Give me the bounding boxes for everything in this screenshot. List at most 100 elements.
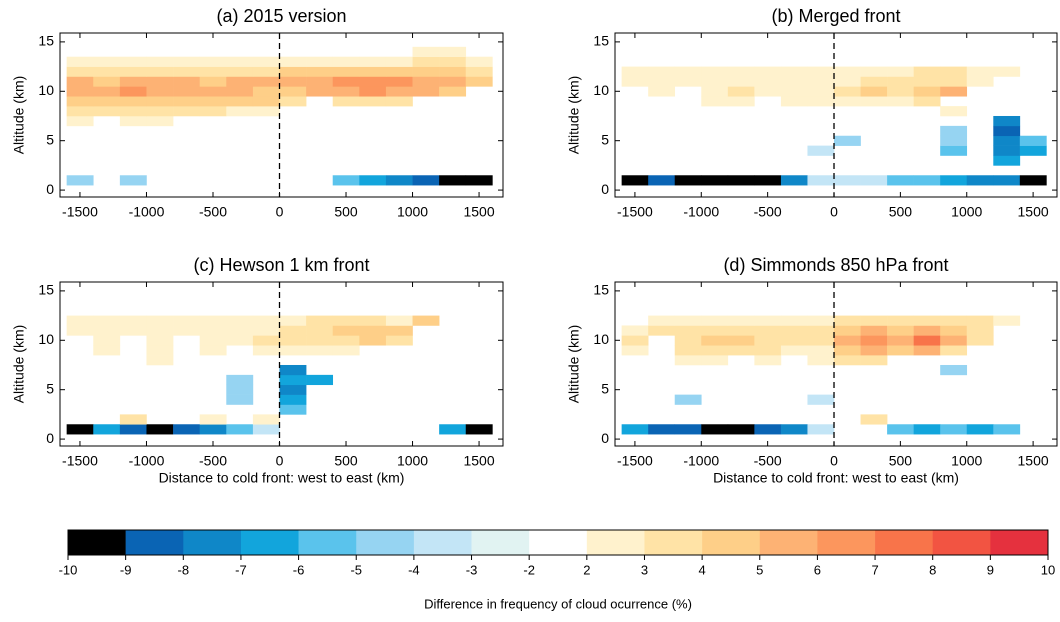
cell — [913, 96, 941, 107]
colorbar-tick-label: 8 — [929, 562, 936, 577]
cell — [940, 315, 968, 326]
cell — [439, 46, 467, 58]
cell — [966, 315, 994, 326]
cell — [701, 175, 729, 186]
y-axis-label: Altitude (km) — [11, 325, 27, 404]
cell — [966, 66, 994, 77]
cell — [913, 345, 941, 356]
cell — [119, 56, 147, 67]
cell — [913, 315, 941, 326]
cell — [940, 86, 968, 97]
colorbar-tick-label: -8 — [178, 562, 190, 577]
cell — [93, 86, 121, 97]
cell — [887, 315, 914, 326]
cell — [940, 145, 968, 156]
cell — [993, 135, 1021, 146]
cell — [146, 315, 174, 326]
x-tick-label: 500 — [889, 453, 913, 469]
x-tick-label: -1500 — [617, 204, 653, 220]
cell — [780, 345, 808, 356]
cell — [119, 175, 147, 186]
cell — [146, 335, 174, 346]
cell — [727, 315, 755, 326]
cell — [306, 76, 334, 87]
cell — [66, 66, 94, 77]
cell — [385, 86, 413, 97]
cell — [887, 345, 914, 356]
x-tick-label: -1500 — [62, 204, 98, 220]
cell — [66, 424, 94, 435]
y-tick-label: 5 — [601, 131, 609, 147]
cell — [887, 325, 914, 336]
cell — [359, 96, 387, 107]
cell — [359, 315, 387, 326]
cell — [940, 364, 968, 376]
cell — [173, 96, 200, 107]
cell — [146, 76, 174, 87]
colorbar-segment — [702, 530, 761, 555]
cell — [332, 96, 360, 107]
cell — [993, 315, 1021, 326]
cell — [146, 106, 174, 117]
x-tick-label: 1000 — [397, 204, 428, 220]
chart-title: (b) Merged front — [771, 6, 900, 26]
cell — [860, 86, 888, 97]
cell — [860, 66, 888, 77]
cell — [226, 86, 254, 97]
cell — [359, 86, 387, 97]
cell — [621, 175, 649, 186]
cell — [439, 424, 467, 435]
cell — [173, 106, 200, 117]
cell — [807, 315, 835, 326]
cell — [252, 106, 280, 117]
x-tick-label: 500 — [889, 204, 913, 220]
colorbar-segment — [586, 530, 645, 555]
cell — [648, 66, 676, 77]
cell — [119, 414, 147, 425]
cell — [754, 355, 782, 366]
cell — [940, 106, 968, 117]
cell — [226, 96, 254, 107]
cell — [834, 86, 861, 97]
cell — [252, 76, 280, 87]
x-tick-label: -500 — [199, 204, 227, 220]
y-axis-label: Altitude (km) — [566, 76, 582, 155]
cell — [993, 66, 1021, 77]
cell — [807, 335, 835, 346]
colorbar-segment — [529, 530, 588, 555]
cell — [359, 66, 387, 77]
cell — [727, 86, 755, 97]
cell — [993, 125, 1021, 137]
cell — [940, 76, 968, 87]
cell — [701, 315, 729, 326]
y-tick-label: 10 — [38, 331, 54, 347]
cell — [834, 66, 861, 77]
cell — [332, 335, 360, 346]
cell — [754, 66, 782, 77]
cell — [119, 424, 147, 435]
cell — [887, 66, 914, 77]
cell — [199, 325, 227, 336]
cell — [674, 345, 702, 356]
cell — [359, 325, 387, 336]
cell — [701, 66, 729, 77]
cell — [860, 325, 888, 336]
cell — [93, 325, 121, 336]
cell — [834, 76, 861, 87]
cell — [913, 86, 941, 97]
x-tick-label: 500 — [334, 453, 358, 469]
chart-title: (d) Simmonds 850 hPa front — [723, 255, 948, 275]
cell — [807, 175, 835, 186]
cell — [834, 175, 861, 186]
colorbar-tick-label: 9 — [987, 562, 994, 577]
cell — [940, 135, 968, 146]
cell — [412, 315, 440, 326]
cell — [146, 325, 174, 336]
cell — [966, 175, 994, 186]
x-tick-label: 1000 — [951, 204, 982, 220]
cell — [279, 96, 307, 107]
x-tick-label: 500 — [334, 204, 358, 220]
cell — [226, 424, 254, 435]
cell — [226, 384, 254, 395]
cell — [754, 424, 782, 435]
